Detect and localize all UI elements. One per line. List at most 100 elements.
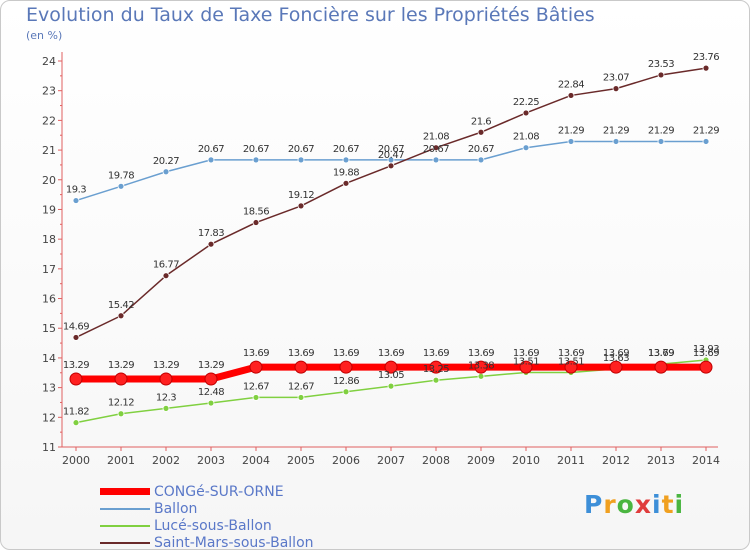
legend-label: Ballon <box>154 500 198 517</box>
data-label: 13.69 <box>513 348 539 359</box>
x-tick-label: 2009 <box>467 454 495 467</box>
data-label: 16.77 <box>153 260 179 271</box>
data-point <box>612 85 620 93</box>
data-label: 21.29 <box>693 125 719 136</box>
data-point <box>159 372 173 386</box>
data-point <box>432 156 440 164</box>
legend-swatch <box>100 488 150 495</box>
logo-letter: P <box>584 490 604 519</box>
data-point <box>252 156 260 164</box>
legend-item: Saint-Mars-sous-Ballon <box>100 534 314 551</box>
data-point <box>252 394 260 401</box>
data-point <box>114 372 128 386</box>
data-point <box>294 360 308 374</box>
data-point <box>477 372 485 380</box>
data-label: 21.6 <box>471 116 491 127</box>
data-label: 17.83 <box>198 228 224 239</box>
logo-letter: x <box>634 490 652 519</box>
data-point <box>657 138 665 145</box>
logo-letter: t <box>661 490 675 519</box>
y-tick-label: 16 <box>42 293 56 306</box>
chart-axes: 11 12 13 14 15 16 17 18 19 20 21 22 23 24 2000 2001 2002… <box>42 52 720 467</box>
data-label: 13.69 <box>693 348 719 359</box>
data-label: 20.67 <box>378 144 404 155</box>
series-line <box>75 67 707 339</box>
y-tick-label: 13 <box>42 382 56 395</box>
data-label: 13.29 <box>108 360 134 371</box>
data-label: 13.93 <box>693 344 719 355</box>
data-point <box>297 202 305 210</box>
data-point <box>477 156 485 164</box>
series-points <box>69 64 713 427</box>
legend-swatch <box>100 541 150 544</box>
data-point <box>654 360 668 374</box>
data-label: 21.29 <box>603 125 629 136</box>
data-label: 13.69 <box>243 348 269 359</box>
x-tick-label: 2011 <box>557 454 585 467</box>
data-point <box>474 360 488 374</box>
data-point <box>702 138 710 145</box>
data-point <box>342 388 350 396</box>
y-tick-label: 20 <box>42 174 56 187</box>
data-label: 18.56 <box>243 207 269 218</box>
data-label: 13.69 <box>333 348 359 359</box>
data-label: 13.69 <box>468 348 494 359</box>
x-tick-label: 2014 <box>692 454 720 467</box>
data-label: 15.42 <box>108 300 134 311</box>
data-label: 14.69 <box>63 321 89 332</box>
data-point <box>72 334 80 341</box>
data-point <box>342 179 350 187</box>
x-tick-label: 2007 <box>377 454 405 467</box>
x-tick-label: 2000 <box>62 454 90 467</box>
data-label: 20.67 <box>288 144 314 155</box>
data-label: 12.67 <box>288 381 314 392</box>
x-tick-label: 2002 <box>152 454 180 467</box>
data-label: 13.69 <box>558 348 584 359</box>
data-label: 13.51 <box>513 356 539 367</box>
data-label: 13.38 <box>468 360 494 371</box>
x-tick-label: 2005 <box>287 454 315 467</box>
data-point <box>297 394 305 401</box>
data-label: 20.27 <box>153 156 179 167</box>
data-label: 19.12 <box>288 190 314 201</box>
data-point <box>207 399 215 407</box>
data-label: 21.08 <box>423 132 449 143</box>
data-point <box>387 162 395 170</box>
logo-letter: i <box>652 490 662 519</box>
logo-letter: o <box>616 490 635 519</box>
data-point <box>207 156 215 164</box>
data-label: 21.08 <box>513 132 539 143</box>
data-point <box>384 360 398 374</box>
data-label: 13.79 <box>648 348 674 359</box>
data-point <box>702 64 710 72</box>
data-point <box>72 197 80 204</box>
data-point <box>564 360 578 374</box>
data-point <box>522 144 530 152</box>
data-point <box>249 360 263 374</box>
x-tick-label: 2012 <box>602 454 630 467</box>
x-tick-label: 2010 <box>512 454 540 467</box>
data-label: 20.47 <box>378 150 404 161</box>
y-tick-label: 17 <box>42 263 56 276</box>
y-tick-label: 19 <box>42 203 56 216</box>
data-label: 11.82 <box>63 407 89 418</box>
y-tick-label: 24 <box>42 55 56 68</box>
data-label: 13.69 <box>648 348 674 359</box>
data-label: 13.25 <box>423 364 449 375</box>
y-tick-label: 22 <box>42 114 56 127</box>
data-label: 13.29 <box>153 360 179 371</box>
legend-item: Lucé-sous-Ballon <box>100 517 314 534</box>
data-label: 19.3 <box>66 185 86 196</box>
data-label: 13.69 <box>603 348 629 359</box>
data-point <box>117 410 125 418</box>
data-label: 19.78 <box>108 170 134 181</box>
data-point <box>657 71 665 79</box>
data-label: 22.25 <box>513 97 539 108</box>
x-tick-label: 2001 <box>107 454 135 467</box>
data-point <box>162 168 170 176</box>
proxiti-logo: Proxiti <box>584 490 684 519</box>
data-point <box>567 92 575 99</box>
data-label: 13.69 <box>378 348 404 359</box>
